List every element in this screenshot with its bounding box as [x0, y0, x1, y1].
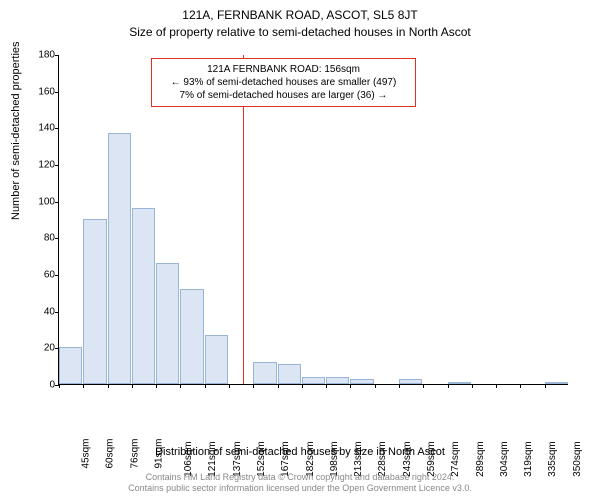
annotation-line3: 7% of semi-detached houses are larger (3… — [160, 89, 407, 102]
y-tick: 120 — [29, 160, 55, 171]
chart-area: 02040608010012014016018045sqm60sqm76sqm9… — [58, 55, 568, 385]
annotation-line1: 121A FERNBANK ROAD: 156sqm — [160, 63, 407, 76]
footer: Contains HM Land Registry data © Crown c… — [0, 472, 600, 495]
y-tick: 40 — [29, 306, 55, 317]
bar — [59, 347, 82, 384]
annotation-line2: ← 93% of semi-detached houses are smalle… — [160, 76, 407, 89]
bar — [278, 364, 301, 384]
y-tick: 0 — [29, 380, 55, 391]
title-sub: Size of property relative to semi-detach… — [0, 22, 600, 39]
y-axis-label: Number of semi-detached properties — [10, 41, 22, 220]
bar — [108, 133, 131, 384]
bar — [399, 379, 422, 385]
bar — [448, 382, 471, 384]
bar — [350, 379, 373, 385]
y-tick: 80 — [29, 233, 55, 244]
title-main: 121A, FERNBANK ROAD, ASCOT, SL5 8JT — [0, 0, 600, 22]
plot-area: 02040608010012014016018045sqm60sqm76sqm9… — [58, 55, 568, 385]
bar — [302, 377, 325, 384]
bar — [132, 208, 155, 384]
bar — [205, 335, 228, 385]
bar — [83, 219, 106, 384]
y-tick: 180 — [29, 50, 55, 61]
y-tick: 160 — [29, 86, 55, 97]
bar — [180, 289, 203, 384]
y-tick: 140 — [29, 123, 55, 134]
bar — [156, 263, 179, 384]
y-tick: 100 — [29, 196, 55, 207]
bar — [253, 362, 276, 384]
footer-line2: Contains public sector information licen… — [0, 483, 600, 495]
x-axis-label: Distribution of semi-detached houses by … — [0, 446, 600, 458]
footer-line1: Contains HM Land Registry data © Crown c… — [0, 472, 600, 484]
bar — [326, 377, 349, 384]
bar — [545, 382, 568, 384]
y-tick: 20 — [29, 343, 55, 354]
annotation-box: 121A FERNBANK ROAD: 156sqm← 93% of semi-… — [151, 58, 416, 107]
y-tick: 60 — [29, 270, 55, 281]
